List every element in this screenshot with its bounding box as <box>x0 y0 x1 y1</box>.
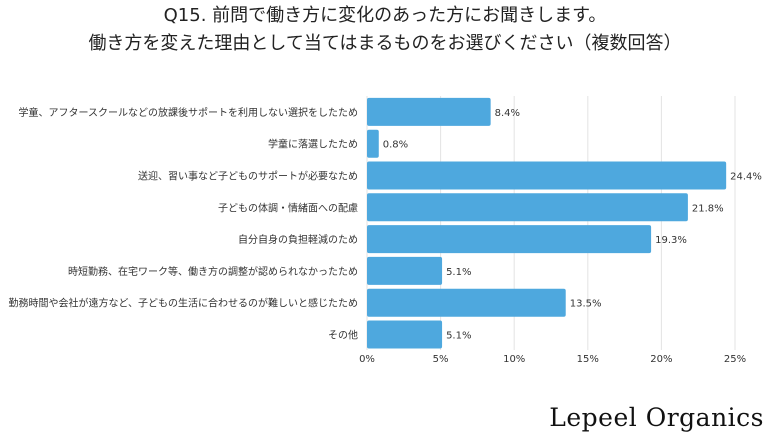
category-label: 送迎、習い事など子どものサポートが必要なため <box>138 170 358 183</box>
chart-title-line-1: Q15. 前問で働き方に変化のあった方にお聞きします。 <box>163 5 607 26</box>
data-label: 5.1% <box>446 267 471 278</box>
data-label: 0.8% <box>383 140 408 151</box>
bar <box>367 129 379 158</box>
brand-logo: Lepeel Organics <box>549 403 764 432</box>
bar <box>367 161 727 190</box>
category-label: 自分自身の負担軽減のため <box>238 233 358 246</box>
category-label: 勤務時間や会社が遠方など、子どもの生活に合わせるのが難しいと感じたため <box>9 297 359 310</box>
data-label: 13.5% <box>570 299 602 310</box>
x-tick-label: 5% <box>433 354 449 365</box>
bar <box>367 193 688 222</box>
x-tick-label: 0% <box>359 354 375 365</box>
bar <box>367 320 443 349</box>
bar <box>367 97 491 126</box>
bar <box>367 256 443 285</box>
data-label: 19.3% <box>655 235 687 246</box>
data-label: 21.8% <box>692 203 724 214</box>
x-tick-label: 25% <box>724 354 746 365</box>
chart-title-line-2: 働き方を変えた理由として当てはまるものをお選びください（複数回答） <box>88 33 682 54</box>
data-label: 8.4% <box>495 108 520 119</box>
x-tick-label: 20% <box>650 354 672 365</box>
bar <box>367 288 566 317</box>
category-label: 時短勤務、在宅ワーク等、働き方の調整が認められなかったため <box>68 265 358 278</box>
category-label: 学童に落選したため <box>268 138 358 151</box>
category-label: 子どもの体調・情緒面への配慮 <box>218 201 358 214</box>
data-label: 5.1% <box>446 331 471 342</box>
data-label: 24.4% <box>730 172 762 183</box>
category-label: その他 <box>328 329 358 342</box>
x-tick-label: 15% <box>577 354 599 365</box>
category-label: 学童、アフタースクールなどの放課後サポートを利用しない選択をしたため <box>19 106 359 119</box>
bar <box>367 225 652 254</box>
x-tick-label: 10% <box>503 354 525 365</box>
